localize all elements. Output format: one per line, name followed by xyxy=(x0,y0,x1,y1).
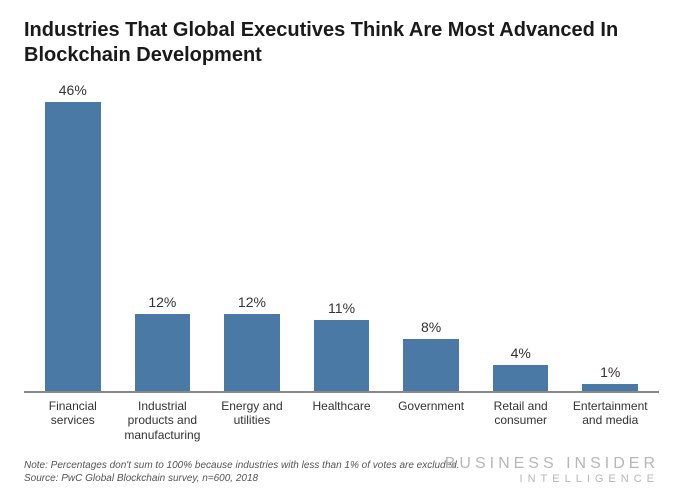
bar-col: 46% xyxy=(28,82,118,391)
category-label: Entertainment and media xyxy=(565,399,655,442)
bar-col: 12% xyxy=(118,82,208,391)
brand-line2: INSIDER xyxy=(566,455,659,472)
bar-value-label: 1% xyxy=(600,364,620,380)
bar-rect xyxy=(582,384,638,390)
bar-rect xyxy=(45,102,101,391)
category-label: Industrial products and manufacturing xyxy=(118,399,208,442)
bar-col: 12% xyxy=(207,82,297,391)
category-label: Financial services xyxy=(28,399,118,442)
bar-value-label: 11% xyxy=(328,300,355,316)
bar-col: 8% xyxy=(386,82,476,391)
category-label: Healthcare xyxy=(297,399,387,442)
category-label: Retail and consumer xyxy=(476,399,566,442)
bar-rect xyxy=(224,314,280,391)
bar-rect xyxy=(135,314,191,391)
bar-value-label: 4% xyxy=(511,345,531,361)
bar-value-label: 46% xyxy=(59,82,87,98)
labels-row: Financial servicesIndustrial products an… xyxy=(24,393,659,442)
chart-container: Industries That Global Executives Think … xyxy=(0,0,683,501)
brand-line1: BUSINESS xyxy=(445,455,558,472)
bar-rect xyxy=(403,339,459,390)
bar-value-label: 12% xyxy=(238,294,266,310)
chart-title: Industries That Global Executives Think … xyxy=(24,18,659,68)
bar-value-label: 8% xyxy=(421,319,441,335)
category-label: Energy and utilities xyxy=(207,399,297,442)
bars-row: 46% 12% 12% 11% 8% 4% 1% xyxy=(24,82,659,393)
category-label: Government xyxy=(386,399,476,442)
footer: Note: Percentages don't sum to 100% beca… xyxy=(24,460,659,485)
bar-rect xyxy=(314,320,370,391)
bar-col: 1% xyxy=(565,82,655,391)
bar-rect xyxy=(493,365,549,391)
brand-logo: BUSINESS INSIDER INTELLIGENCE xyxy=(445,455,659,485)
bar-col: 11% xyxy=(297,82,387,391)
plot-area: 46% 12% 12% 11% 8% 4% 1% Financial servicesInd… xyxy=(24,82,659,442)
brand-line3: INTELLIGENCE xyxy=(445,473,659,485)
bar-col: 4% xyxy=(476,82,566,391)
bar-value-label: 12% xyxy=(148,294,176,310)
